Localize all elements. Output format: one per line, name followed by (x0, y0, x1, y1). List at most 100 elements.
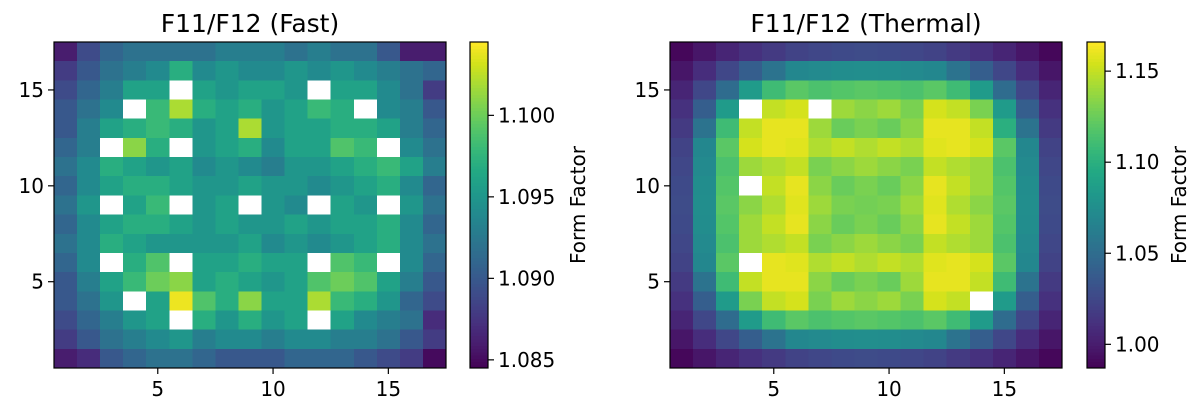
heatmap-cell (854, 233, 878, 254)
heatmap-cell (169, 329, 193, 350)
colorbar-segment (1087, 263, 1105, 268)
heatmap-cell (54, 329, 78, 350)
heatmap-cell (670, 176, 694, 196)
heatmap-cell (238, 329, 262, 350)
heatmap-cell (969, 176, 994, 196)
heatmap-cell (1038, 80, 1063, 100)
colorbar-segment (1087, 312, 1105, 317)
heatmap-cell (100, 329, 124, 350)
heatmap-cell (992, 99, 1017, 120)
heatmap-cell (146, 80, 170, 100)
y-tick-label: 5 (647, 270, 660, 294)
colorbar-segment (470, 244, 488, 248)
colorbar-segment (1087, 133, 1105, 138)
heatmap-cell (330, 195, 355, 215)
heatmap-cell (762, 99, 786, 120)
heatmap-cell (877, 291, 901, 311)
heatmap-cell (422, 310, 447, 331)
colorbar-segment (470, 81, 488, 85)
heatmap-cell (831, 61, 855, 81)
heatmap-cell (123, 348, 147, 369)
heatmap-cell (923, 329, 948, 350)
colorbar-tick-label: 1.085 (498, 348, 555, 372)
heatmap-cell (854, 214, 878, 235)
heatmap-cell (1015, 176, 1040, 196)
heatmap-cell (77, 99, 101, 120)
heatmap-cell (1015, 310, 1040, 331)
heatmap-cell (330, 272, 355, 292)
heatmap-cell (77, 195, 101, 215)
colorbar-segment (1087, 253, 1105, 258)
heatmap-cell (854, 348, 878, 369)
colorbar-segment (470, 247, 488, 252)
heatmap-cell (969, 80, 994, 100)
heatmap-cell (422, 272, 447, 292)
heatmap-cell (399, 80, 424, 100)
heatmap-cell (762, 80, 786, 100)
heatmap-cell (1038, 118, 1063, 139)
heatmap-cell (146, 176, 170, 196)
heatmap-cell (1038, 291, 1063, 311)
heatmap-cell (353, 137, 378, 158)
heatmap-cell (762, 291, 786, 311)
heatmap-cell (77, 329, 101, 350)
colorbar-segment (1087, 149, 1105, 154)
heatmap-cell (353, 214, 378, 235)
heatmap-cell (192, 291, 216, 311)
heatmap-cell (307, 329, 332, 350)
heatmap-cell (376, 291, 401, 311)
colorbar-segment (1087, 224, 1105, 229)
heatmap-cell (808, 310, 832, 331)
colorbar-segment (470, 110, 488, 115)
colorbar-segment (470, 123, 488, 128)
colorbar-segment (1087, 231, 1105, 235)
colorbar-segment (470, 270, 488, 275)
heatmap-cell (946, 272, 971, 292)
heatmap-cell (399, 310, 424, 331)
heatmap-cell (900, 157, 925, 177)
heatmap-cell (1015, 195, 1040, 215)
heatmap-cell (808, 42, 832, 62)
heatmap-cell (376, 233, 401, 254)
heatmap-cell (307, 310, 332, 331)
colorbar-segment (470, 188, 488, 193)
heatmap-cell (693, 61, 717, 81)
heatmap-cell (716, 272, 740, 292)
colorbar-segment (1087, 218, 1105, 222)
colorbar-segment (470, 149, 488, 154)
colorbar-segment (1087, 77, 1105, 82)
heatmap-cell (238, 214, 262, 235)
heatmap-cell (100, 233, 124, 254)
colorbar-tick-label: 1.10 (1115, 150, 1160, 174)
heatmap-cell (854, 272, 878, 292)
heatmap-cell (762, 176, 786, 196)
heatmap-cell (739, 80, 763, 100)
colorbar-segment (1087, 211, 1105, 216)
heatmap-cell (739, 99, 763, 120)
colorbar-segment (470, 279, 488, 284)
colorbar-segment (1087, 240, 1105, 245)
heatmap-cell (261, 42, 285, 62)
heatmap-cell (900, 80, 925, 100)
heatmap-cell (330, 310, 355, 331)
colorbar-segment (1087, 71, 1105, 76)
heatmap-cell (785, 42, 809, 62)
colorbar-segment (1087, 279, 1105, 284)
heatmap-cell (900, 348, 925, 369)
heatmap-cell (261, 310, 285, 331)
heatmap-cell (100, 195, 124, 215)
heatmap-cell (877, 195, 901, 215)
colorbar-segment (470, 55, 488, 59)
heatmap-cell (77, 214, 101, 235)
heatmap-cell (422, 195, 447, 215)
heatmap-cell (376, 329, 401, 350)
heatmap-cell (1038, 214, 1063, 235)
colorbar-segment (1087, 221, 1105, 226)
heatmap-cell (900, 310, 925, 331)
heatmap-cell (854, 118, 878, 139)
heatmap-cell (399, 99, 424, 120)
heatmap-cell (831, 272, 855, 292)
heatmap-cell (1038, 233, 1063, 254)
heatmap-cell (716, 195, 740, 215)
heatmap-cell (670, 157, 694, 177)
